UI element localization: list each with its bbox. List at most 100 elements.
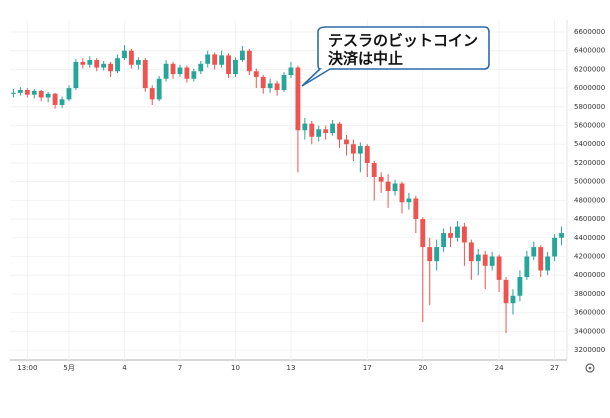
candle-body [73, 61, 79, 89]
candle-body [531, 247, 537, 257]
candle-body [45, 93, 51, 98]
y-tick-label: 5400000 [574, 140, 605, 148]
candle-body [31, 90, 37, 95]
y-tick-label: 6400000 [574, 47, 605, 55]
x-tick-label: 24 [495, 364, 504, 372]
candle-body [510, 295, 516, 304]
y-tick-label: 6000000 [574, 84, 605, 92]
y-tick-label: 4000000 [574, 271, 605, 279]
candle-body [163, 63, 169, 79]
candle-body [80, 61, 86, 65]
candle-body [545, 256, 551, 271]
y-tick-label: 3200000 [574, 346, 605, 354]
x-tick-label: 13:00 [17, 364, 37, 372]
y-tick-label: 5000000 [574, 178, 605, 186]
y-tick-label: 4400000 [574, 234, 605, 242]
x-tick-label: 4 [122, 364, 127, 372]
y-tick-label: 5800000 [574, 103, 605, 111]
candle-body [177, 67, 183, 75]
y-tick-label: 3600000 [574, 309, 605, 317]
candle-body [406, 198, 412, 203]
candle-body [239, 50, 245, 61]
x-tick-label: 5月 [63, 364, 74, 372]
candle-body [149, 88, 155, 100]
candle-body [170, 63, 176, 75]
y-tick-label: 4600000 [574, 215, 605, 223]
y-tick-label: 6200000 [574, 65, 605, 73]
gear[interactable] [585, 363, 595, 373]
candle-body [503, 279, 509, 304]
x-tick-label: 27 [550, 364, 559, 372]
candle-body [517, 277, 523, 296]
candle-body [59, 99, 65, 105]
candle-body [128, 50, 134, 65]
candle-body [385, 181, 391, 191]
y-tick-label: 5200000 [574, 159, 605, 167]
candle-body [323, 129, 329, 134]
x-tick-label: 20 [418, 364, 427, 372]
candle-body [253, 71, 259, 77]
annotation-line: 決済は中止 [328, 50, 403, 68]
candle-body [295, 67, 301, 131]
candle-body [191, 71, 197, 79]
candle-body [281, 75, 287, 90]
candle-body [448, 233, 453, 238]
y-tick-label: 3400000 [574, 327, 605, 335]
candle-body [489, 256, 495, 266]
candle-body [226, 55, 231, 75]
candle-body [427, 247, 433, 262]
candle-body [468, 242, 474, 262]
candle-body [212, 54, 218, 65]
callout-box [301, 26, 490, 87]
candle-body [364, 146, 370, 163]
candle-body [344, 139, 349, 145]
candle-body [392, 183, 398, 191]
candle-body [288, 67, 294, 76]
candle-body [455, 226, 460, 238]
candle-body [274, 83, 280, 90]
candle-body [66, 88, 72, 100]
candle-body [399, 183, 405, 203]
candle-body [538, 247, 544, 271]
candle-body [142, 60, 148, 89]
y-tick-label: 4200000 [574, 252, 605, 260]
x-tick-label: 13 [287, 364, 296, 372]
candle-body [371, 162, 377, 177]
settings-icon[interactable] [585, 363, 595, 373]
candle-body [108, 63, 114, 72]
x-tick-label: 10 [231, 364, 240, 372]
x-tick-label: 7 [178, 364, 182, 372]
annotation: テスラのビットコイン 決済は中止 [301, 26, 490, 87]
candle-body [420, 219, 426, 248]
candle-body [434, 247, 440, 262]
candle-body [482, 254, 488, 266]
candle-body [350, 144, 356, 154]
candle-body [122, 50, 127, 59]
candle-body [337, 123, 342, 140]
gear-center[interactable] [588, 366, 592, 370]
candle-body [413, 198, 419, 220]
candle-body [87, 60, 93, 65]
candle-body [302, 123, 308, 131]
candle-body [496, 256, 502, 280]
candle-body [17, 89, 23, 93]
candle-body [475, 254, 481, 262]
candle-body [24, 89, 30, 95]
candle-body [316, 129, 322, 137]
candle-body [11, 92, 16, 94]
candle-body [156, 78, 162, 100]
candle-body [38, 90, 44, 98]
candle-body [378, 176, 384, 182]
candle-body [205, 54, 211, 64]
candle-body [461, 226, 467, 243]
y-tick-label: 4800000 [574, 196, 605, 204]
candle-body [198, 63, 204, 72]
y-tick-label: 3800000 [574, 290, 605, 298]
candle-body [115, 58, 120, 72]
candle-body [357, 146, 363, 154]
annotation-line: テスラのビットコイン [328, 32, 478, 50]
candle-body [309, 123, 315, 137]
candle-body [219, 55, 225, 65]
candle-body [267, 83, 273, 89]
